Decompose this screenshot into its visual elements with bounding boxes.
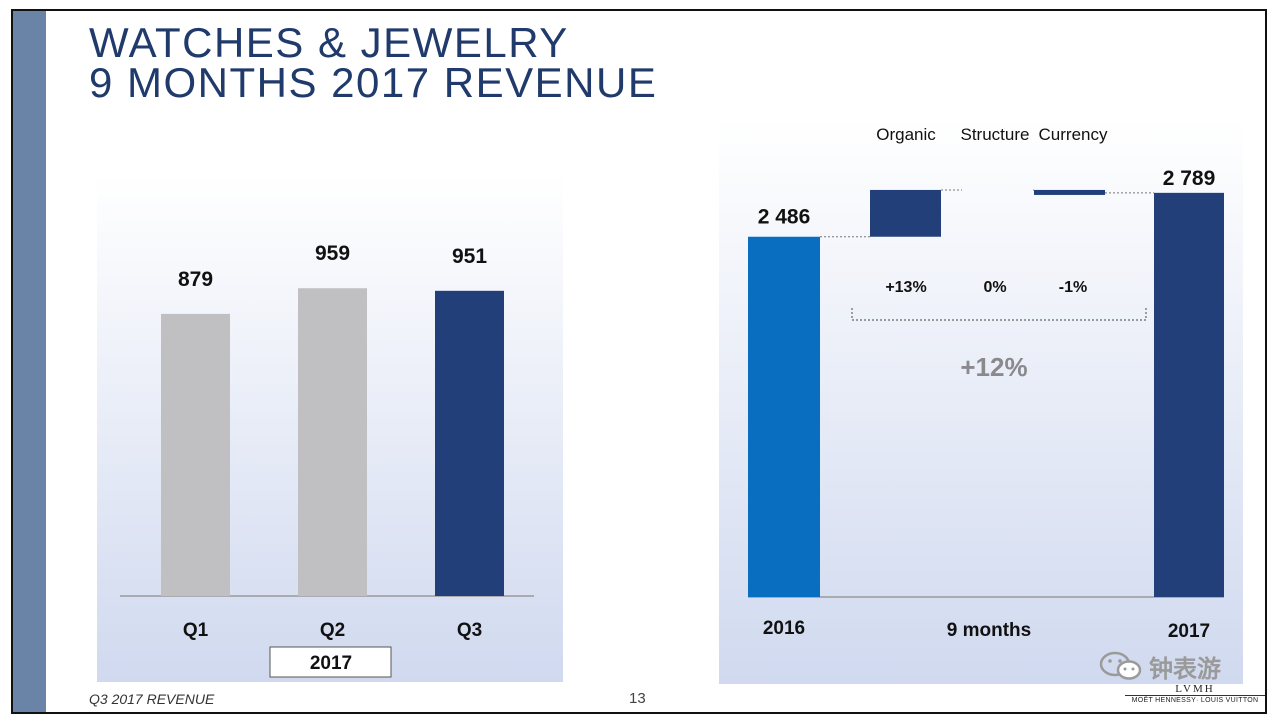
period-label: 9 months: [947, 620, 1031, 641]
bar-q3: [435, 290, 504, 596]
quarterly-bar-chart: 879 Q1 959 Q2 951 Q3: [120, 242, 534, 641]
bar-q1: [161, 313, 230, 596]
tick-label-q3: Q3: [457, 620, 482, 641]
data-label-q2: 959: [315, 242, 350, 265]
step-bar-organic: [870, 189, 941, 237]
page-number: 13: [629, 690, 646, 707]
bracket-line: [851, 308, 1147, 321]
data-label-q1: 879: [178, 268, 213, 291]
year-label: 2017: [310, 653, 352, 674]
bar-2016: [748, 236, 820, 597]
logo-name: LVMH: [1175, 683, 1215, 695]
tick-label-q2: Q2: [320, 620, 345, 641]
sidebar-accent: [13, 11, 46, 712]
slide-frame: WATCHES & JEWELRY 9 MONTHS 2017 REVENUE …: [11, 9, 1267, 714]
footer-label: Q3 2017 REVENUE: [89, 691, 215, 707]
slide-title: WATCHES & JEWELRY 9 MONTHS 2017 REVENUE: [89, 19, 658, 106]
data-label-2017: 2 789: [1163, 167, 1216, 190]
title-line-2: 9 MONTHS 2017 REVENUE: [89, 59, 658, 106]
step-name-structure: Structure: [961, 125, 1030, 144]
watermark-text: 钟表游: [1149, 654, 1221, 683]
bar-2017: [1154, 192, 1224, 597]
step-change-organic: +13%: [885, 279, 926, 296]
charts-canvas: 879 Q1 959 Q2 951 Q3 2017 2 486 2016 2 789 2017 O…: [97, 119, 1243, 684]
tick-label-2017: 2017: [1168, 621, 1210, 642]
logo-subtitle: MOËT HENNESSY· LOUIS VUITTON: [1125, 695, 1265, 706]
total-change-label: +12%: [960, 352, 1027, 382]
tick-label-2016: 2016: [763, 618, 805, 639]
chat-bubble-icon: [1099, 651, 1142, 680]
bar-q2: [298, 288, 367, 596]
step-name-organic: Organic: [876, 125, 936, 144]
data-label-2016: 2 486: [758, 206, 811, 229]
year-label-box: [269, 646, 392, 678]
watermark: 钟表游: [1099, 651, 1249, 683]
lvmh-logo: LVMH MOËT HENNESSY· LOUIS VUITTON: [1125, 683, 1265, 706]
title-line-1: WATCHES & JEWELRY: [89, 19, 569, 66]
step-change-currency: -1%: [1059, 279, 1087, 296]
step-name-currency: Currency: [1039, 125, 1108, 144]
step-bar-currency: [1034, 189, 1105, 195]
tick-label-q1: Q1: [183, 620, 209, 641]
step-change-structure: 0%: [983, 279, 1006, 296]
data-label-q3: 951: [452, 245, 487, 268]
waterfall-chart: 2 486 2016 2 789 2017 Organic +13% Structure 0%…: [748, 125, 1224, 642]
